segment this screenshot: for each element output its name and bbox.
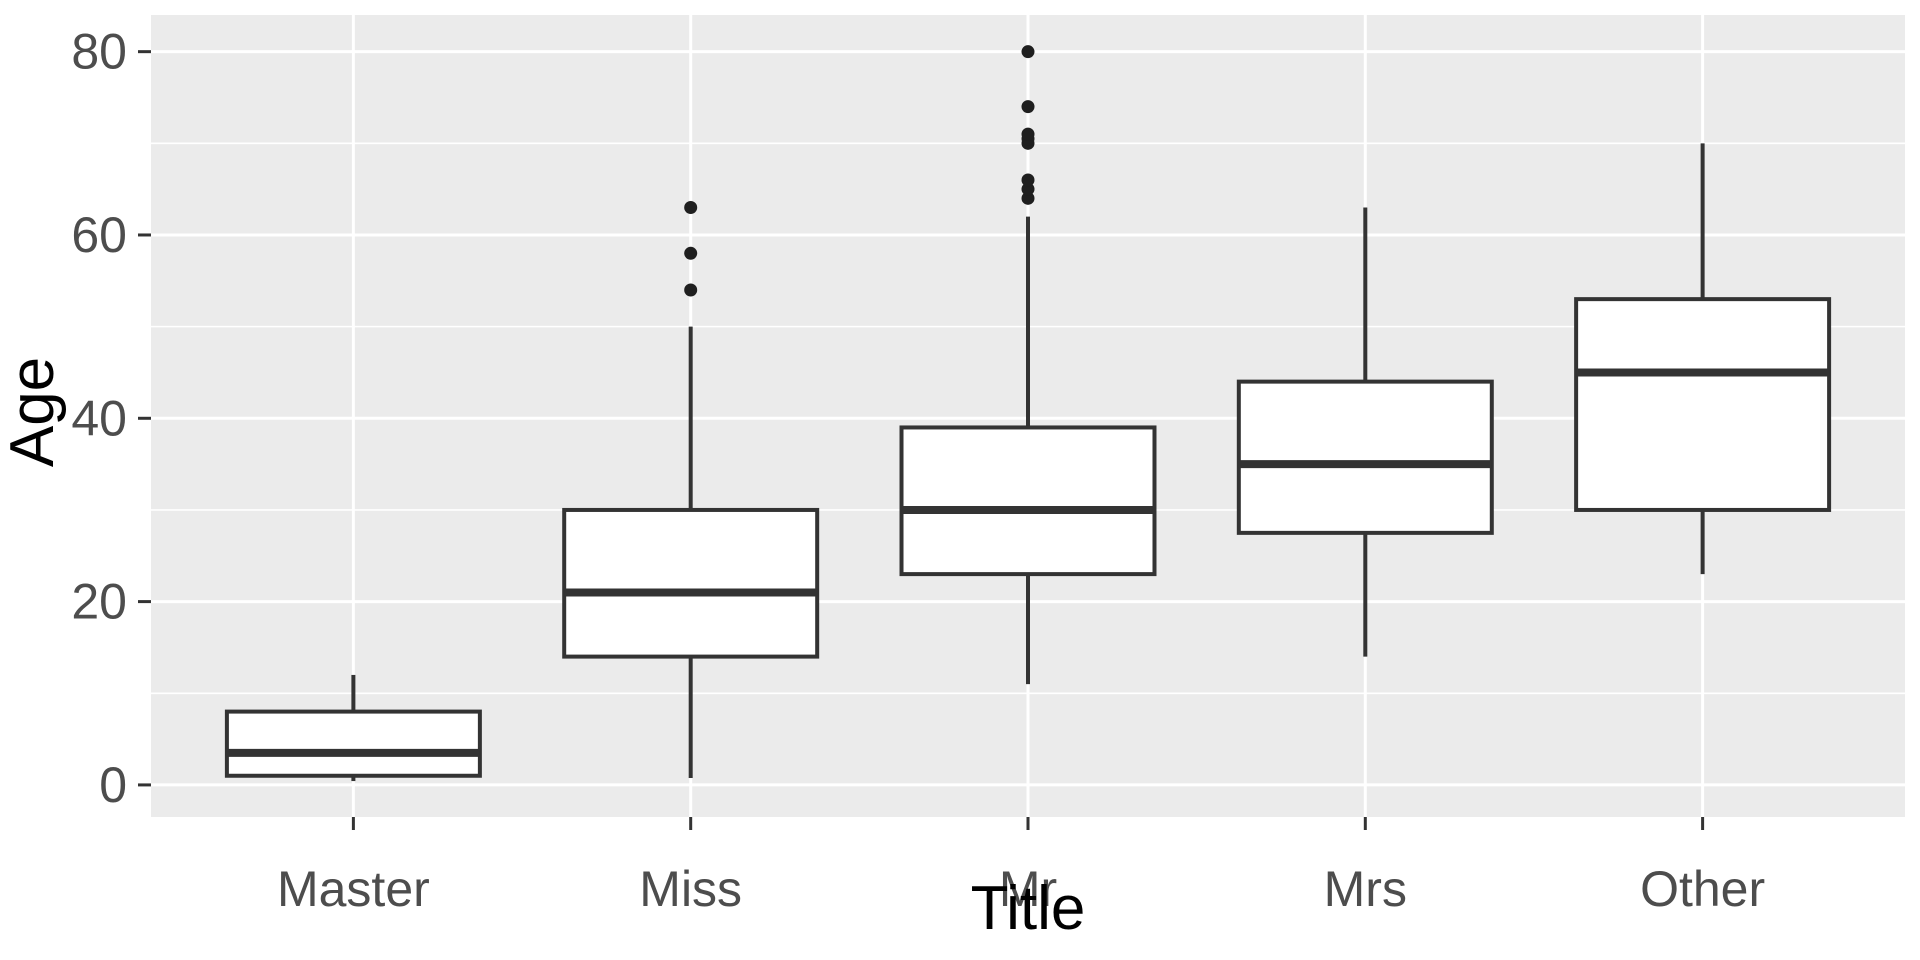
box-iqr (1236, 379, 1494, 535)
box-iqr (562, 507, 820, 659)
outlier-point (1021, 100, 1035, 114)
outlier-point (1021, 45, 1035, 59)
outlier-point (684, 200, 698, 214)
box-iqr (899, 425, 1157, 577)
x-tick-label: Mr (999, 861, 1057, 917)
outlier-point (1021, 173, 1035, 187)
box-iqr (224, 709, 482, 778)
outlier-point (1021, 191, 1035, 205)
x-tick-label: Master (277, 861, 430, 917)
x-tick-label: Other (1640, 861, 1765, 917)
y-tick-label: 60 (71, 207, 127, 263)
outlier-point (684, 283, 698, 297)
outlier-point (1021, 182, 1035, 196)
y-axis-title: Age (0, 356, 67, 468)
y-tick-label: 0 (99, 757, 127, 813)
y-tick-label: 20 (71, 574, 127, 630)
y-tick-label: 40 (71, 390, 127, 446)
x-tick-label: Miss (639, 861, 742, 917)
outlier-point (1021, 127, 1035, 141)
x-tick-label: Mrs (1324, 861, 1407, 917)
x-axis-title: Title (970, 874, 1086, 943)
outlier-point (684, 246, 698, 260)
box-iqr (1574, 297, 1832, 512)
y-tick-label: 80 (71, 24, 127, 80)
